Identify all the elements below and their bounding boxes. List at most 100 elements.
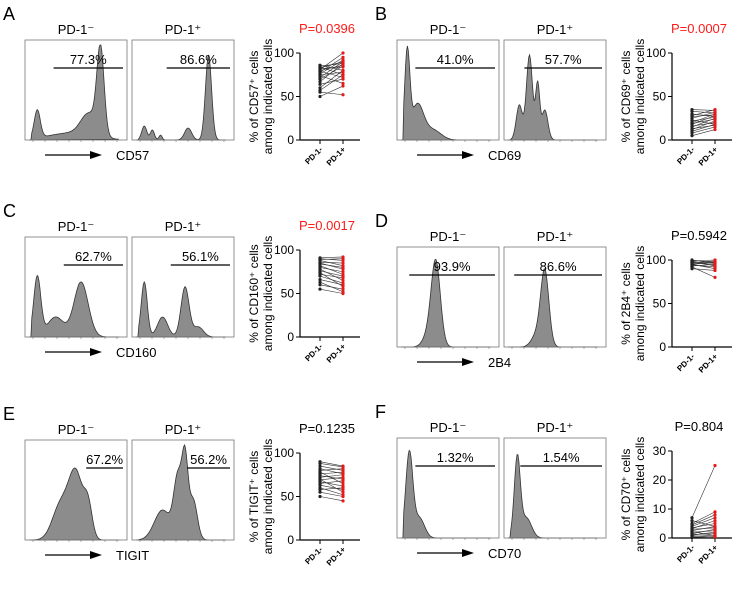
pair-line (319, 66, 344, 76)
gate-percentage: 1.54% (543, 450, 580, 465)
histogram-curve (29, 274, 119, 338)
gate-percentage: 86.6% (540, 259, 577, 274)
point-pd1-pos (713, 521, 717, 526)
point-pd1-pos (713, 516, 717, 520)
point-pd1-pos (713, 261, 717, 265)
x-tick-label: PD-1- (303, 145, 324, 166)
x-tick-label: PD-1+ (325, 545, 348, 568)
point-pd1-pos (713, 524, 717, 528)
pair-line (691, 114, 716, 117)
point-pd1-pos (341, 499, 345, 503)
point-pd1-pos (341, 75, 345, 79)
histogram-title: PD-1⁺ (537, 420, 573, 435)
point-pd1-pos (341, 65, 345, 69)
histogram-frame (131, 39, 235, 141)
point-pd1-pos (713, 108, 717, 113)
gate-percentage: 77.3% (70, 52, 107, 67)
arrow-head-icon (462, 549, 474, 557)
point-pd1-neg (318, 283, 322, 287)
point-pd1-pos (341, 270, 345, 274)
histogram-frame (131, 236, 235, 338)
point-pd1-pos (341, 255, 345, 259)
point-pd1-neg (318, 63, 322, 67)
y-tick-label: 30 (653, 444, 667, 458)
point-pd1-pos (341, 264, 345, 268)
y-tick-label: 10 (653, 502, 667, 516)
gate-percentage: 86.6% (180, 52, 217, 67)
pair-line (319, 267, 344, 273)
point-pd1-neg (318, 82, 322, 86)
pair-line (319, 281, 344, 293)
panel-b: B PD-1⁻ 41.0% PD-1⁺ 57.7% CD69 0 50 100 PD-1- PD-1… (375, 4, 732, 168)
x-tick-label: PD-1+ (325, 342, 348, 365)
point-pd1-neg (690, 134, 694, 138)
pair-line (319, 260, 344, 266)
y-axis-label: % of 2B4⁺ cells (619, 262, 633, 344)
point-pd1-pos (341, 464, 345, 468)
panel-letter: A (3, 4, 15, 24)
pair-line (691, 514, 716, 526)
marker-label: CD160 (116, 345, 156, 360)
arrow-head-icon (462, 358, 474, 366)
gate-percentage: 93.9% (434, 259, 471, 274)
point-pd1-neg (318, 280, 322, 284)
point-pd1-pos (341, 61, 345, 66)
y-tick-label: 50 (281, 90, 295, 104)
y-axis-label: among indicated cells (261, 236, 275, 351)
pair-line (691, 118, 716, 124)
histogram-title: PD-1⁻ (58, 219, 94, 234)
histogram-title: PD-1⁺ (165, 422, 201, 437)
point-pd1-neg (318, 94, 322, 99)
point-pd1-neg (318, 460, 322, 464)
histogram-title: PD-1⁺ (537, 22, 573, 37)
pair-line (691, 264, 716, 268)
y-axis-label: % of CD69⁺ cells (619, 51, 633, 143)
panel-letter: C (3, 201, 16, 221)
pair-line (691, 534, 716, 537)
panel-letter: F (375, 402, 386, 422)
y-axis-label: % of CD70⁺ cells (619, 449, 633, 541)
y-tick-label: 0 (287, 133, 294, 147)
histogram-frame (503, 437, 607, 539)
point-pd1-pos (341, 484, 345, 488)
point-pd1-pos (341, 468, 345, 472)
histogram-frame (396, 39, 500, 141)
point-pd1-neg (690, 519, 694, 523)
point-pd1-pos (341, 472, 345, 476)
point-pd1-pos (713, 275, 717, 279)
point-pd1-pos (341, 258, 345, 263)
y-tick-label: 100 (646, 253, 666, 267)
marker-label: TIGIT (116, 548, 149, 563)
pair-line (691, 129, 716, 136)
y-tick-label: 0 (659, 133, 666, 147)
gate-percentage: 67.2% (86, 452, 123, 467)
pair-line (319, 474, 344, 478)
marker-label: CD70 (488, 546, 521, 561)
pair-line (691, 109, 716, 111)
x-tick-label: PD-1- (675, 145, 696, 166)
p-value: P=0.804 (675, 419, 724, 434)
point-pd1-pos (341, 93, 345, 97)
pair-line (319, 471, 344, 484)
y-tick-label: 50 (281, 490, 295, 504)
histogram-pd1-neg: 67.2% (24, 439, 128, 542)
point-pd1-pos (713, 122, 717, 126)
point-pd1-pos (341, 487, 345, 492)
pair-line (691, 520, 716, 527)
panel-letter: D (375, 211, 388, 231)
pair-line (691, 535, 716, 538)
pair-line (319, 272, 344, 287)
pair-line (691, 517, 716, 527)
point-pd1-pos (341, 267, 345, 271)
y-tick-label: 50 (653, 297, 667, 311)
pair-line (691, 259, 716, 263)
y-axis-label: among indicated cells (261, 439, 275, 554)
y-tick-label: 50 (281, 287, 295, 301)
point-pd1-pos (341, 481, 345, 486)
pair-line (691, 266, 716, 278)
y-tick-label: 0 (287, 330, 294, 344)
histogram-pd1-pos: 56.2% (131, 439, 235, 542)
pair-line (319, 491, 344, 497)
point-pd1-pos (341, 290, 345, 294)
y-tick-label: 0 (287, 533, 294, 547)
